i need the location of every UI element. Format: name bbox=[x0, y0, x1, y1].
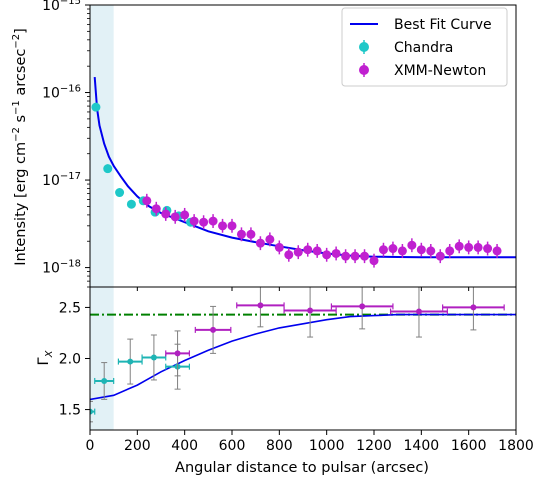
x-tick-label: 1200 bbox=[356, 438, 392, 454]
xmm-point bbox=[174, 350, 181, 357]
xmm-point bbox=[257, 302, 264, 309]
x-tick-label: 600 bbox=[219, 438, 246, 454]
xmm-point bbox=[360, 251, 370, 261]
legend-label-chandra: Chandra bbox=[394, 40, 453, 56]
xmm-point bbox=[307, 307, 314, 314]
shaded-region bbox=[90, 287, 114, 430]
xmm-point bbox=[492, 246, 502, 256]
shaded-region bbox=[90, 5, 114, 287]
xmm-point bbox=[312, 246, 322, 256]
xmm-point bbox=[161, 209, 171, 219]
chandra-point bbox=[101, 377, 108, 384]
ylabel-part: ] bbox=[13, 28, 29, 34]
ylabel-sup: −2 bbox=[11, 34, 22, 49]
bottom-plot-area bbox=[90, 287, 516, 423]
xmm-point bbox=[378, 245, 388, 255]
y-tick-label: 10−15 bbox=[42, 0, 81, 14]
x-tick-label: 200 bbox=[124, 438, 151, 454]
photon-index-axis-label: ΓX bbox=[36, 349, 55, 365]
chandra-point bbox=[91, 102, 101, 112]
xmm-point bbox=[170, 212, 180, 222]
xmm-point bbox=[416, 245, 426, 255]
xmm-point bbox=[415, 308, 422, 315]
chandra-point bbox=[103, 164, 113, 174]
xmm-point bbox=[331, 248, 341, 258]
x-tick-label: 1800 bbox=[498, 438, 533, 454]
xmm-point bbox=[359, 303, 366, 310]
chandra-point bbox=[150, 354, 157, 361]
x-tick-label: 800 bbox=[266, 438, 293, 454]
xmm-point bbox=[210, 326, 217, 333]
xmm-point bbox=[369, 256, 379, 266]
ylabel-part: arcsec bbox=[13, 49, 29, 101]
legend-label-xmm: XMM-Newton bbox=[394, 63, 486, 79]
ylabel-sup: −2 bbox=[11, 127, 22, 142]
xmm-point bbox=[284, 250, 294, 260]
xmm-point bbox=[246, 229, 256, 239]
y-tick-label: 2.0 bbox=[59, 352, 81, 368]
xmm-point bbox=[303, 245, 313, 255]
xmm-point bbox=[435, 251, 445, 261]
gamma-subscript: X bbox=[44, 349, 55, 358]
legend-marker-chandra bbox=[359, 42, 369, 52]
top-plot-area bbox=[91, 77, 516, 268]
xmm-point bbox=[454, 241, 464, 251]
y-tick-label: 10−17 bbox=[42, 171, 81, 189]
legend-box bbox=[341, 7, 508, 87]
xmm-point bbox=[407, 240, 417, 250]
legend: Best Fit Curve Chandra XMM-Newton bbox=[341, 7, 508, 87]
xmm-point bbox=[350, 251, 360, 261]
x-tick-label: 0 bbox=[86, 438, 95, 454]
chandra-point bbox=[126, 199, 136, 209]
xmm-point bbox=[151, 204, 161, 214]
xmm-point bbox=[180, 210, 190, 220]
photon-index-panel: 1.5 2.0 2.5 0 200 400 600 800 1000 1200 1400 1600 18… bbox=[59, 286, 533, 454]
ylabel-sup: −1 bbox=[11, 100, 22, 115]
xmm-point bbox=[464, 242, 474, 252]
xmm-point bbox=[483, 244, 493, 254]
ylabel-part: Intensity [erg cm bbox=[13, 142, 29, 266]
y-tick-label: 1.5 bbox=[59, 403, 81, 419]
xmm-point bbox=[208, 216, 218, 226]
xmm-point bbox=[473, 242, 483, 252]
legend-marker-xmm bbox=[359, 65, 369, 75]
xmm-point bbox=[189, 216, 199, 226]
x-tick-label: 1000 bbox=[309, 438, 345, 454]
intensity-axis-label: Intensity [erg cm−2 s−1 arcsec−2] bbox=[11, 28, 29, 266]
x-tick-label: 1400 bbox=[404, 438, 440, 454]
chandra-point bbox=[127, 358, 134, 365]
y-tick-label: 10−18 bbox=[42, 259, 81, 277]
xmm-point bbox=[445, 246, 455, 256]
xmm-point bbox=[341, 251, 351, 261]
xmm-point bbox=[293, 247, 303, 257]
best-fit-curve bbox=[90, 313, 516, 401]
best-fit-curve bbox=[93, 77, 516, 259]
xmm-point bbox=[218, 221, 228, 231]
xmm-point bbox=[255, 238, 265, 248]
legend-label-best-fit: Best Fit Curve bbox=[394, 17, 492, 33]
chandra-point bbox=[115, 188, 125, 198]
y-tick-label: 2.5 bbox=[59, 300, 81, 316]
xmm-point bbox=[236, 229, 246, 239]
xmm-point bbox=[426, 246, 436, 256]
x-axis-label: Angular distance to pulsar (arcsec) bbox=[175, 460, 429, 476]
xmm-point bbox=[397, 246, 407, 256]
ylabel-part: s bbox=[13, 115, 29, 127]
x-tick-label: 1600 bbox=[451, 438, 487, 454]
gamma-symbol: Γ bbox=[36, 357, 52, 365]
chandra-point bbox=[90, 408, 93, 415]
xmm-point bbox=[227, 221, 237, 231]
xmm-point bbox=[388, 244, 398, 254]
xmm-point bbox=[199, 217, 209, 227]
xmm-point bbox=[470, 304, 477, 311]
xmm-point bbox=[322, 250, 332, 260]
x-tick-label: 400 bbox=[171, 438, 198, 454]
xmm-point bbox=[265, 234, 275, 244]
y-tick-label: 10−16 bbox=[42, 84, 81, 102]
xmm-point bbox=[274, 242, 284, 252]
xmm-point bbox=[142, 196, 152, 206]
